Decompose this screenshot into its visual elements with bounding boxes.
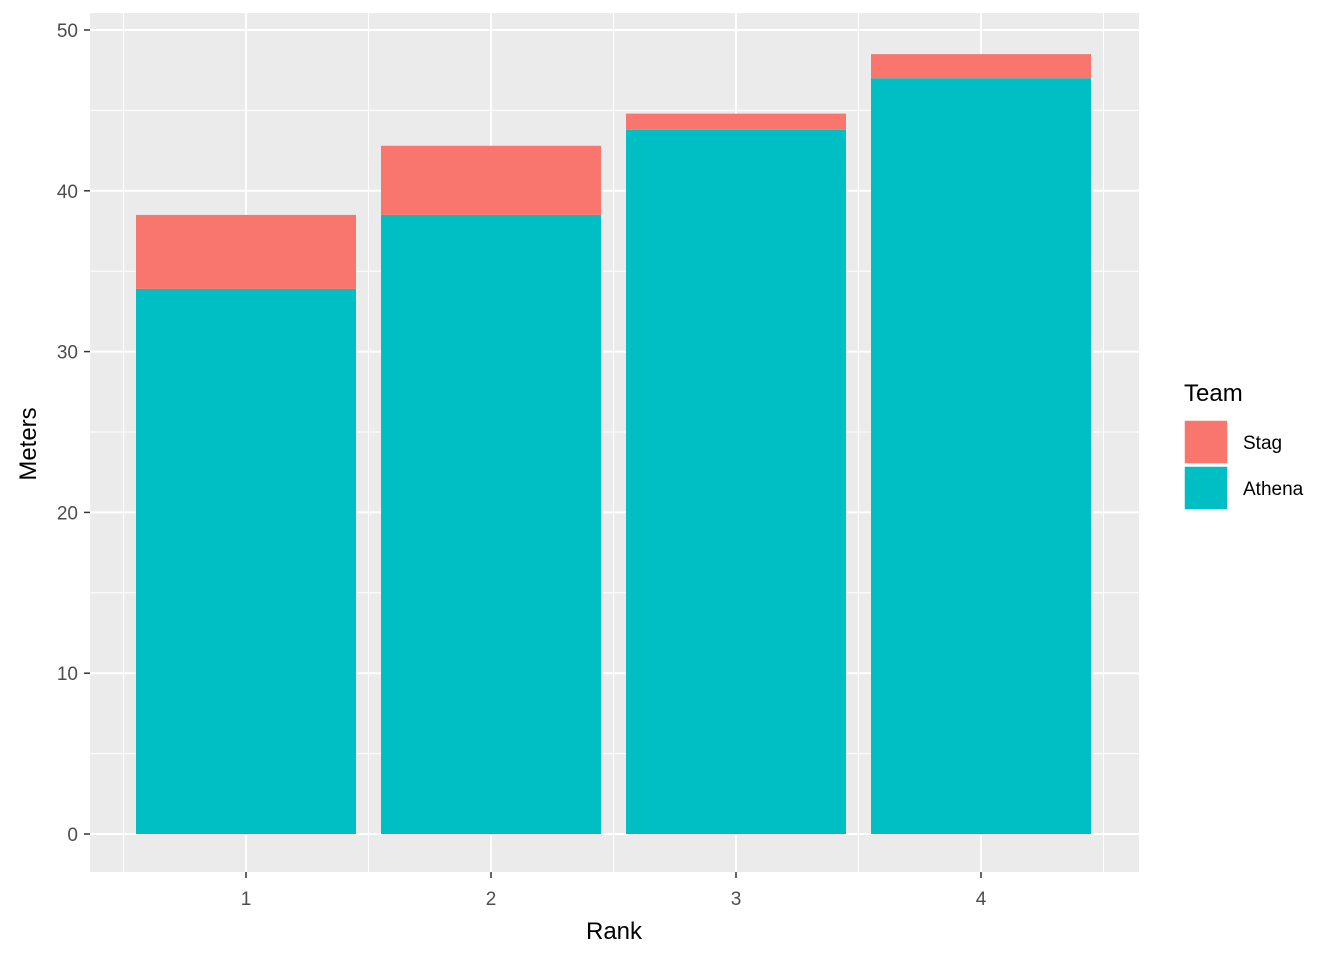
y-tick-label: 20: [57, 503, 78, 524]
y-axis: 0 10 20 30 40 50: [57, 21, 90, 846]
legend-label-athena: Athena: [1243, 479, 1304, 500]
x-axis-title: Rank: [586, 918, 643, 945]
bars: [136, 54, 1091, 835]
bar-stag-rank-2: [381, 145, 601, 215]
bar-athena-rank-3: [626, 129, 846, 835]
bar-athena-rank-1: [136, 288, 356, 834]
legend-title: Team: [1184, 380, 1243, 407]
y-axis-title: Meters: [15, 407, 42, 480]
bar-athena-rank-4: [871, 78, 1091, 835]
bar-stag-rank-3: [626, 113, 846, 130]
legend: Team Stag Athena: [1183, 380, 1304, 511]
y-tick-label: 10: [57, 664, 78, 685]
x-tick-label: 4: [976, 889, 987, 910]
bar-stag-rank-1: [136, 214, 356, 289]
x-tick-label: 1: [241, 889, 252, 910]
y-tick-label: 40: [57, 182, 78, 203]
y-tick-label: 30: [57, 343, 78, 364]
y-tick-label: 50: [57, 21, 78, 42]
legend-key-athena: [1183, 465, 1229, 511]
y-tick-label: 0: [67, 825, 78, 846]
x-tick-label: 3: [731, 889, 742, 910]
bar-stag-rank-4: [871, 54, 1091, 79]
x-tick-label: 2: [486, 889, 497, 910]
bar-athena-rank-2: [381, 214, 601, 835]
x-axis: 1 2 3 4: [241, 872, 987, 910]
legend-key-stag: [1183, 419, 1229, 465]
legend-label-stag: Stag: [1243, 433, 1282, 454]
